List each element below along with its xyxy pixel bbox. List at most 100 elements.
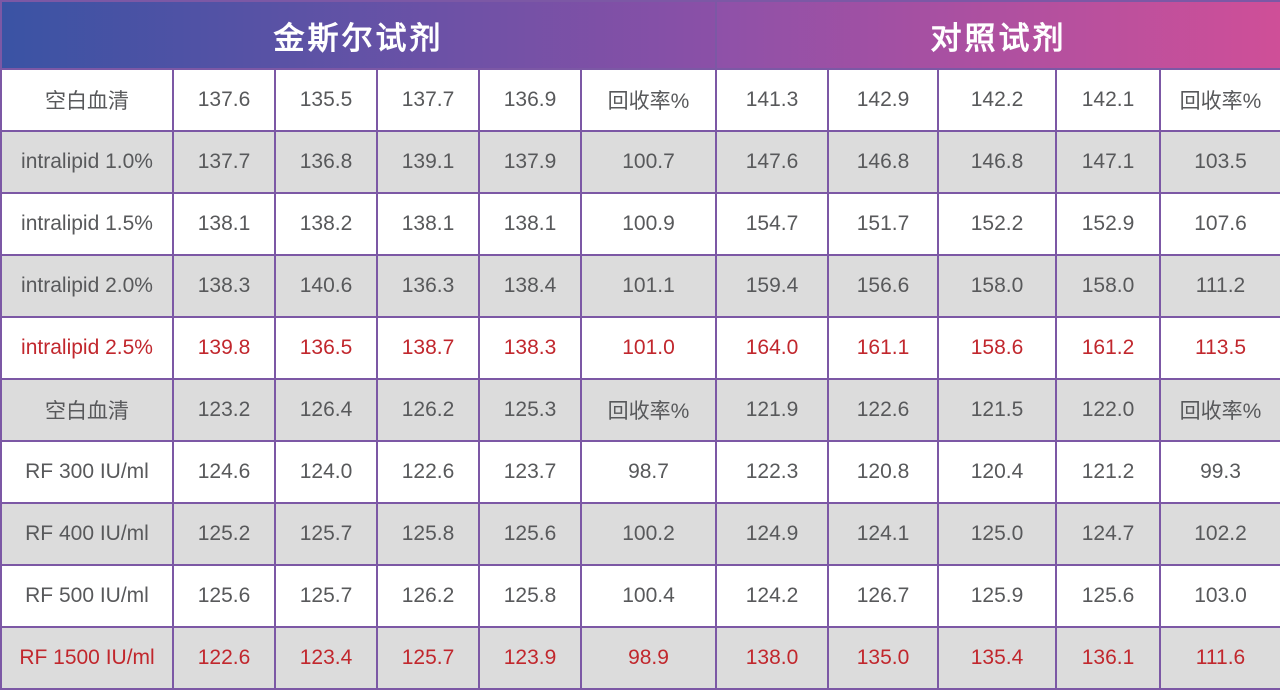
recovery-cell: 107.6 [1159, 192, 1280, 256]
recovery-cell: 回收率% [580, 378, 717, 442]
value-cell: 124.6 [172, 440, 276, 504]
value-cell: 122.3 [715, 440, 829, 504]
value-cell: 152.2 [937, 192, 1057, 256]
table-row: RF 500 IU/ml 125.6 125.7 126.2 125.8 100.4 124… [0, 564, 1280, 628]
value-cell: 146.8 [937, 130, 1057, 194]
value-cell: 122.6 [827, 378, 939, 442]
value-cell: 164.0 [715, 316, 829, 380]
value-cell: 135.5 [274, 68, 378, 132]
value-cell: 123.4 [274, 626, 378, 690]
value-cell: 123.7 [478, 440, 582, 504]
value-cell: 123.2 [172, 378, 276, 442]
value-cell: 122.6 [172, 626, 276, 690]
recovery-cell: 98.9 [580, 626, 717, 690]
value-cell: 142.1 [1055, 68, 1161, 132]
value-cell: 124.9 [715, 502, 829, 566]
table-row: intralipid 1.5% 138.1 138.2 138.1 138.1 100.9… [0, 192, 1280, 256]
value-cell: 138.1 [376, 192, 480, 256]
table-row: 空白血清 123.2 126.4 126.2 125.3 回收率% 121.9 122.6 12… [0, 378, 1280, 442]
value-cell: 125.6 [172, 564, 276, 628]
table-row: RF 1500 IU/ml 122.6 123.4 125.7 123.9 98.9 138… [0, 626, 1280, 690]
value-cell: 158.6 [937, 316, 1057, 380]
recovery-cell: 111.6 [1159, 626, 1280, 690]
value-cell: 137.6 [172, 68, 276, 132]
value-cell: 158.0 [937, 254, 1057, 318]
value-cell: 120.8 [827, 440, 939, 504]
recovery-cell: 回收率% [580, 68, 717, 132]
header-left-reagent: 金斯尔试剂 [0, 0, 717, 70]
value-cell: 124.1 [827, 502, 939, 566]
value-cell: 138.3 [172, 254, 276, 318]
table-row: 空白血清 137.6 135.5 137.7 136.9 回收率% 141.3 142.9 14… [0, 68, 1280, 132]
value-cell: 142.2 [937, 68, 1057, 132]
table-row: intralipid 2.0% 138.3 140.6 136.3 138.4 101.1… [0, 254, 1280, 318]
value-cell: 125.6 [1055, 564, 1161, 628]
value-cell: 122.6 [376, 440, 480, 504]
value-cell: 137.9 [478, 130, 582, 194]
value-cell: 138.4 [478, 254, 582, 318]
value-cell: 125.7 [274, 564, 378, 628]
recovery-cell: 103.5 [1159, 130, 1280, 194]
value-cell: 125.3 [478, 378, 582, 442]
header-right-reagent: 对照试剂 [715, 0, 1280, 70]
value-cell: 139.8 [172, 316, 276, 380]
value-cell: 135.4 [937, 626, 1057, 690]
value-cell: 136.8 [274, 130, 378, 194]
row-label: RF 1500 IU/ml [0, 626, 174, 690]
row-label: RF 400 IU/ml [0, 502, 174, 566]
value-cell: 125.0 [937, 502, 1057, 566]
table-row: intralipid 1.0% 137.7 136.8 139.1 137.9 100.7… [0, 130, 1280, 194]
value-cell: 124.0 [274, 440, 378, 504]
value-cell: 154.7 [715, 192, 829, 256]
value-cell: 161.1 [827, 316, 939, 380]
table-row: RF 300 IU/ml 124.6 124.0 122.6 123.7 98.7 122.… [0, 440, 1280, 504]
value-cell: 126.4 [274, 378, 378, 442]
value-cell: 124.2 [715, 564, 829, 628]
table-header: 金斯尔试剂 对照试剂 [0, 0, 1280, 70]
recovery-cell: 回收率% [1159, 378, 1280, 442]
value-cell: 140.6 [274, 254, 378, 318]
recovery-cell: 101.1 [580, 254, 717, 318]
value-cell: 120.4 [937, 440, 1057, 504]
value-cell: 125.2 [172, 502, 276, 566]
recovery-cell: 113.5 [1159, 316, 1280, 380]
value-cell: 138.1 [172, 192, 276, 256]
value-cell: 156.6 [827, 254, 939, 318]
value-cell: 126.2 [376, 378, 480, 442]
value-cell: 135.0 [827, 626, 939, 690]
row-label: 空白血清 [0, 378, 174, 442]
row-label: intralipid 2.5% [0, 316, 174, 380]
value-cell: 136.9 [478, 68, 582, 132]
value-cell: 139.1 [376, 130, 480, 194]
row-label: 空白血清 [0, 68, 174, 132]
value-cell: 138.7 [376, 316, 480, 380]
value-cell: 125.6 [478, 502, 582, 566]
recovery-cell: 99.3 [1159, 440, 1280, 504]
value-cell: 123.9 [478, 626, 582, 690]
recovery-cell: 100.9 [580, 192, 717, 256]
value-cell: 151.7 [827, 192, 939, 256]
recovery-cell: 98.7 [580, 440, 717, 504]
value-cell: 122.0 [1055, 378, 1161, 442]
value-cell: 125.8 [376, 502, 480, 566]
value-cell: 121.2 [1055, 440, 1161, 504]
value-cell: 142.9 [827, 68, 939, 132]
value-cell: 121.9 [715, 378, 829, 442]
value-cell: 126.2 [376, 564, 480, 628]
row-label: intralipid 1.5% [0, 192, 174, 256]
value-cell: 158.0 [1055, 254, 1161, 318]
value-cell: 147.6 [715, 130, 829, 194]
value-cell: 125.9 [937, 564, 1057, 628]
value-cell: 138.0 [715, 626, 829, 690]
header-row: 金斯尔试剂 对照试剂 [0, 0, 1280, 70]
value-cell: 121.5 [937, 378, 1057, 442]
recovery-cell: 102.2 [1159, 502, 1280, 566]
value-cell: 147.1 [1055, 130, 1161, 194]
recovery-cell: 100.2 [580, 502, 717, 566]
table-body: 空白血清 137.6 135.5 137.7 136.9 回收率% 141.3 142.9 14… [0, 68, 1280, 690]
value-cell: 125.7 [376, 626, 480, 690]
row-label: RF 500 IU/ml [0, 564, 174, 628]
value-cell: 124.7 [1055, 502, 1161, 566]
